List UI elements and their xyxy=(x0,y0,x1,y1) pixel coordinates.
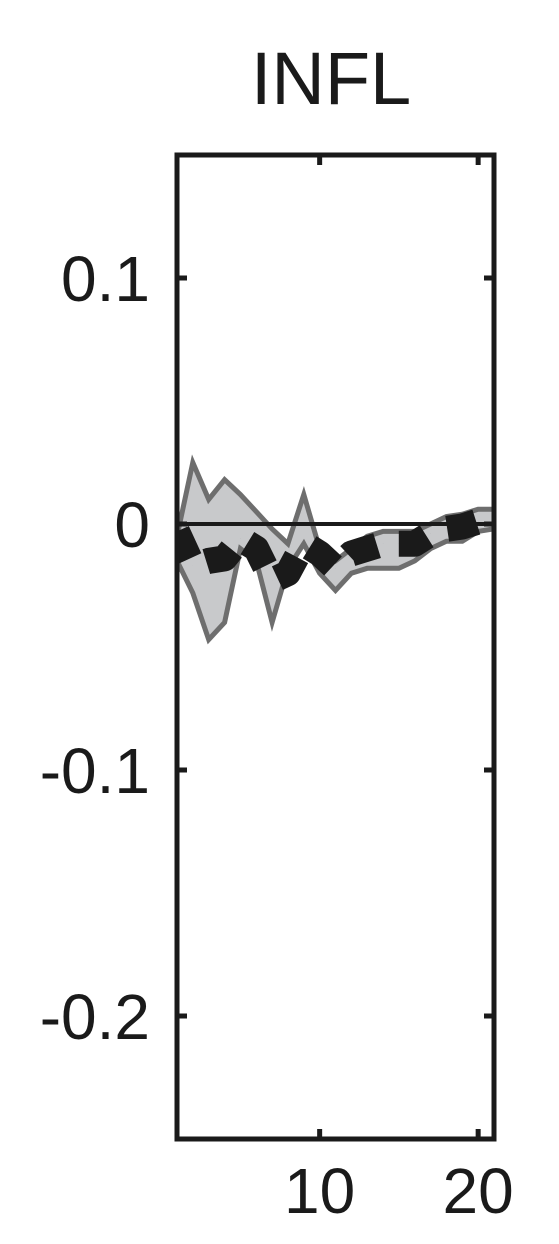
x-tick-label: 10 xyxy=(284,1155,355,1227)
y-tick-label: 0.1 xyxy=(61,243,150,315)
y-tick-label: 0 xyxy=(114,489,150,561)
x-tick-labels: 10 20 xyxy=(284,1155,514,1227)
plot-area xyxy=(177,463,494,640)
y-tick-label: -0.2 xyxy=(40,981,150,1053)
y-tick-labels: 0.1 0 -0.1 -0.2 xyxy=(40,243,150,1053)
axes xyxy=(177,155,494,1139)
plot-frame xyxy=(177,155,494,1139)
y-tick-label: -0.1 xyxy=(40,735,150,807)
x-tick-label: 20 xyxy=(443,1155,514,1227)
plot-clipped xyxy=(177,463,494,640)
chart-title: INFL xyxy=(251,37,411,120)
